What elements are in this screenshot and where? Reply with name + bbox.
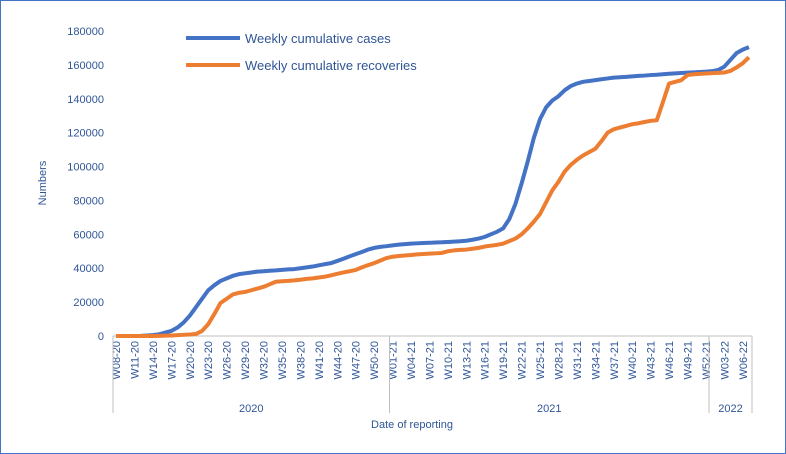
x-tick-label: W01-21	[388, 341, 400, 380]
x-tick-label: W13-21	[461, 341, 473, 380]
group-label: 2020	[239, 403, 263, 415]
x-tick-label: W23-20	[203, 341, 215, 380]
x-tick-label: W50-20	[369, 341, 381, 380]
y-tick-label: 40000	[73, 263, 104, 275]
x-tick-label: W34-21	[590, 341, 602, 380]
y-tick-label: 140000	[67, 94, 104, 106]
x-tick-label: W29-20	[240, 341, 252, 380]
x-tick-label: W31-21	[572, 341, 584, 380]
x-tick-label: W41-20	[314, 341, 326, 380]
x-tick-label: W14-20	[148, 341, 160, 380]
x-tick-label: W06-22	[738, 341, 750, 380]
x-tick-label: W08-20	[111, 341, 123, 380]
x-tick-label: W20-20	[185, 341, 197, 380]
y-axis-label: Numbers	[37, 160, 49, 205]
y-tick-label: 120000	[67, 128, 104, 140]
x-tick-label: W35-20	[277, 341, 289, 380]
x-tick-label: W43-21	[646, 341, 658, 380]
x-tick-label: W22-21	[517, 341, 529, 380]
y-tick-label: 80000	[73, 195, 104, 207]
x-tick-label: W32-20	[259, 341, 271, 380]
x-tick-label: W04-21	[406, 341, 418, 380]
x-tick-label: W25-21	[535, 341, 547, 380]
x-tick-label: W11-20	[130, 341, 142, 379]
y-tick-label: 160000	[67, 60, 104, 72]
x-tick-label: W07-21	[424, 341, 436, 380]
y-tick-label: 60000	[73, 229, 104, 241]
x-axis-label: Date of reporting	[371, 419, 453, 431]
x-tick-label: W10-21	[443, 341, 455, 380]
x-tick-label: W46-21	[664, 341, 676, 380]
x-tick-label: W19-21	[498, 341, 510, 380]
group-label: 2022	[718, 403, 742, 415]
y-tick-label: 0	[98, 331, 104, 343]
x-tick-label: W16-21	[480, 341, 492, 380]
x-tick-label: W40-21	[627, 341, 639, 380]
series-line	[116, 45, 750, 338]
legend-label: Weekly cumulative cases	[245, 31, 391, 46]
x-tick-label: W28-21	[553, 341, 565, 380]
y-tick-label: 20000	[73, 297, 104, 309]
y-tick-label: 100000	[67, 162, 104, 174]
x-tick-label: W17-20	[166, 341, 178, 380]
series-line	[116, 55, 751, 338]
x-tick-label: W44-20	[332, 341, 344, 380]
x-tick-label: W52-21	[701, 341, 713, 380]
legend-label: Weekly cumulative recoveries	[245, 58, 417, 73]
x-tick-label: W03-22	[719, 341, 731, 380]
y-tick-label: 180000	[67, 26, 104, 38]
x-tick-label: W49-21	[682, 341, 694, 380]
group-label: 2021	[537, 403, 561, 415]
x-tick-label: W47-20	[351, 341, 363, 380]
x-tick-label: W37-21	[609, 341, 621, 380]
x-tick-label: W38-20	[295, 341, 307, 380]
x-tick-label: W26-20	[222, 341, 234, 380]
